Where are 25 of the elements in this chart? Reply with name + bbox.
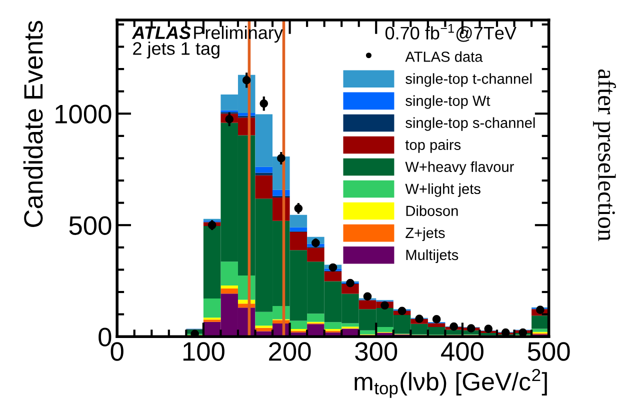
legend-label: Z+jets — [406, 227, 445, 241]
legend-label: single-top s-channel — [406, 117, 535, 131]
x-tick-label: 400 — [441, 342, 484, 361]
x-tick-label: 200 — [269, 342, 311, 361]
text: after preselection — [593, 70, 616, 242]
x-tick-label: 100 — [183, 342, 224, 361]
x-tick-label: 0 — [110, 342, 124, 361]
annotation: 2 jets 1 tag — [133, 42, 220, 58]
y-tick-label: 0 — [98, 328, 112, 346]
legend-label: ATLAS data — [405, 51, 483, 62]
y-axis-title: Candidate Events — [23, 20, 43, 227]
x-tick-label: 300 — [355, 342, 398, 361]
legend-label: Diboson — [406, 205, 458, 216]
legend-label: single-top t-channel — [406, 73, 532, 87]
annotation: ATLAS — [132, 26, 191, 40]
annotation: 0.70 fb$^{−1}$@7TeV — [385, 24, 516, 42]
y-tick-label: 1000 — [56, 104, 112, 124]
legend-label: W+light jets — [405, 183, 480, 197]
legend-label: Multijets — [406, 249, 458, 263]
legend-label: single-top Wt — [406, 95, 490, 109]
x-tick-label: 500 — [528, 342, 570, 361]
x-axis-title: m$_{top}$(lνb) [GeV/c$^{2}$] — [354, 368, 547, 398]
legend-label: top pairs — [405, 139, 461, 153]
legend-label: W+heavy flavour — [405, 161, 514, 175]
y-tick-label: 500 — [69, 216, 112, 235]
